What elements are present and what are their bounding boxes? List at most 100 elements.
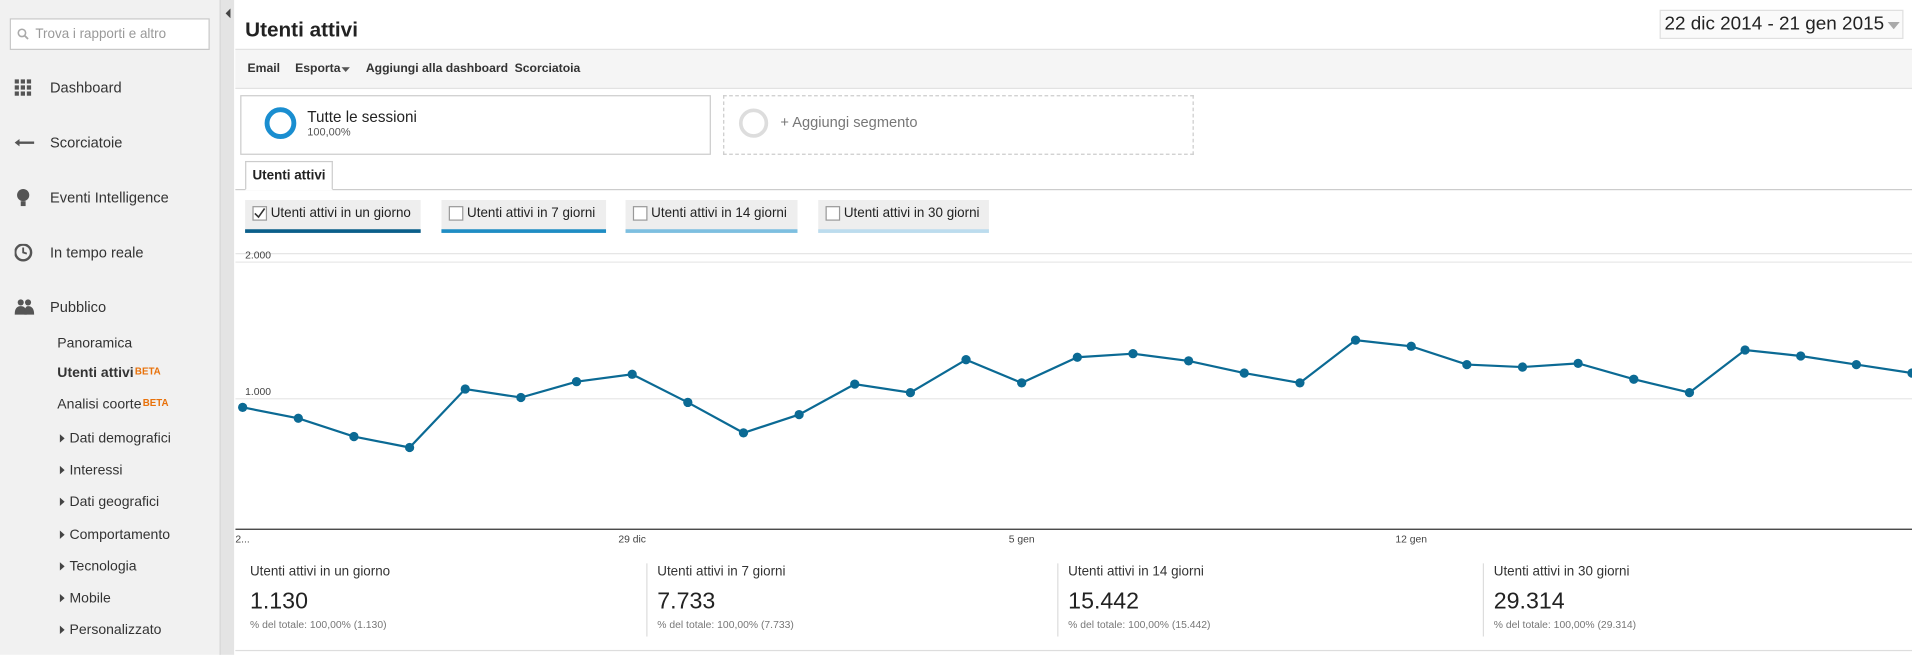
sub-item[interactable]: Comportamento	[59, 527, 171, 543]
expand-arrow	[59, 530, 65, 539]
toolbar-button[interactable]: Scorciatoia	[514, 62, 581, 76]
data-point	[905, 387, 916, 398]
summary-note: % del totale: 100,00% (29.314)	[1493, 618, 1637, 631]
data-point	[1629, 374, 1639, 384]
summary-label: Utenti attivi in 7 giorni	[657, 564, 786, 580]
metric-toggle[interactable]: Utenti attivi in 30 giorni	[818, 199, 989, 233]
x-tick-label: 2...	[235, 535, 249, 546]
sub-item-label: Dati geografici	[69, 495, 160, 510]
summary-divider	[1057, 563, 1059, 637]
summary-divider	[646, 563, 648, 637]
x-tick-label: 29 dic	[618, 535, 646, 546]
summary-value: 1.130	[249, 588, 308, 615]
add-segment[interactable]: + Aggiungi segmento	[780, 113, 918, 131]
nav-item[interactable]: Pubblico	[49, 298, 107, 316]
nav-item[interactable]: Scorciatoie	[49, 134, 123, 152]
expand-arrow	[59, 434, 65, 443]
expand-arrow	[59, 593, 65, 603]
segment-ring	[264, 107, 297, 140]
toolbar-button[interactable]: Esporta	[295, 62, 341, 76]
beta-badge: BETA	[134, 365, 161, 377]
nav-item[interactable]: Dashboard	[49, 79, 122, 97]
sub-item-label: Panoramica	[57, 336, 133, 352]
toggle-label: Utenti attivi in 30 giorni	[843, 206, 980, 221]
summary-divider	[1482, 563, 1484, 637]
toggle-label: Utenti attivi in 14 giorni	[651, 206, 787, 221]
data-point	[238, 402, 248, 412]
sub-item[interactable]: Tecnologia	[59, 559, 137, 575]
data-point	[1350, 335, 1361, 345]
data-point	[961, 355, 971, 365]
data-point	[738, 428, 749, 438]
search-box[interactable]: Trova i rapporti e altro	[9, 18, 210, 50]
sub-item[interactable]: Personalizzato	[59, 623, 162, 638]
metric-toggle[interactable]: Utenti attivi in 14 giorni	[625, 199, 798, 233]
metric-toggle[interactable]: Utenti attivi in 7 giorni	[441, 199, 607, 233]
sub-item-label: Utenti attivi	[57, 365, 134, 381]
data-point	[1907, 368, 1912, 378]
y-tick-label: 2.000	[245, 251, 271, 262]
toolbar-button[interactable]: Email	[247, 62, 281, 76]
toolbar-button[interactable]: Aggiungi alla dashboard	[365, 62, 509, 76]
data-point	[627, 369, 637, 379]
data-point	[1183, 356, 1194, 366]
tab-rule	[235, 189, 1912, 191]
add-segment-box[interactable]	[723, 95, 1194, 155]
data-point	[349, 431, 359, 442]
nav-icon	[17, 189, 30, 207]
summary-value: 29.314	[1493, 588, 1565, 615]
nav-item[interactable]: In tempo reale	[49, 243, 144, 261]
data-point	[1406, 341, 1416, 351]
sub-item[interactable]: Mobile	[59, 591, 111, 606]
date-range[interactable]: 22 dic 2014 - 21 gen 2015	[1659, 9, 1904, 40]
expand-arrow	[59, 562, 65, 571]
sub-item-label: Tecnologia	[69, 559, 137, 575]
expand-arrow	[59, 625, 65, 635]
data-point	[516, 392, 526, 403]
nav-item[interactable]: Eventi Intelligence	[49, 189, 169, 207]
chart: 1.000 2.000 2... 29 dic 5 gen 12 gen	[235, 251, 1912, 546]
expand-arrow	[59, 465, 65, 475]
summary-label: Utenti attivi in un giorno	[249, 564, 391, 580]
summary-rule	[235, 649, 1912, 652]
data-point	[683, 397, 693, 408]
sub-item[interactable]: Dati demografici	[59, 431, 171, 447]
data-point	[1128, 349, 1138, 359]
toolbar: Email Esporta Aggiungi alla dashboard Scorc…	[235, 48, 1912, 90]
dropdown-caret	[341, 67, 350, 72]
checkbox[interactable]	[825, 206, 841, 221]
collapse-button[interactable]	[219, 0, 235, 655]
nav-icon	[14, 79, 32, 96]
check-mark	[254, 208, 266, 219]
checkbox[interactable]	[632, 206, 648, 221]
data-point	[404, 442, 415, 453]
segment-box[interactable]	[240, 95, 711, 155]
sub-item-label: Comportamento	[69, 527, 171, 543]
metric-toggle[interactable]: Utenti attivi in un giorno	[245, 199, 421, 233]
beta-badge: BETA	[142, 397, 169, 409]
date-caret	[1887, 21, 1900, 30]
sub-item-label: Dati demografici	[69, 431, 171, 447]
data-point	[571, 377, 582, 387]
summary-label: Utenti attivi in 14 giorni	[1068, 564, 1204, 580]
search-icon	[17, 28, 29, 40]
sub-item[interactable]: Analisi coorteBETA	[57, 398, 168, 413]
data-point	[1017, 378, 1027, 388]
summary-value: 7.733	[657, 588, 716, 615]
sub-item[interactable]: Panoramica	[57, 337, 132, 352]
tab[interactable]: Utenti attivi	[245, 160, 333, 191]
data-point	[1851, 359, 1861, 370]
data-point	[1517, 362, 1528, 372]
collapse-arrow	[225, 8, 231, 19]
sidebar: Trova i rapporti e altro Dashboard Scorci…	[0, 0, 220, 655]
summary-note: % del totale: 100,00% (1.130)	[249, 618, 387, 631]
sub-item[interactable]: Dati geografici	[59, 495, 160, 510]
sub-item[interactable]: Interessi	[59, 463, 123, 478]
sub-item[interactable]: Utenti attiviBETA	[57, 366, 160, 381]
toggle-label: Utenti attivi in un giorno	[270, 206, 411, 221]
summary-note: % del totale: 100,00% (15.442)	[1068, 618, 1211, 631]
checkbox[interactable]	[252, 206, 268, 221]
data-point	[794, 409, 804, 420]
checkbox[interactable]	[448, 206, 464, 221]
